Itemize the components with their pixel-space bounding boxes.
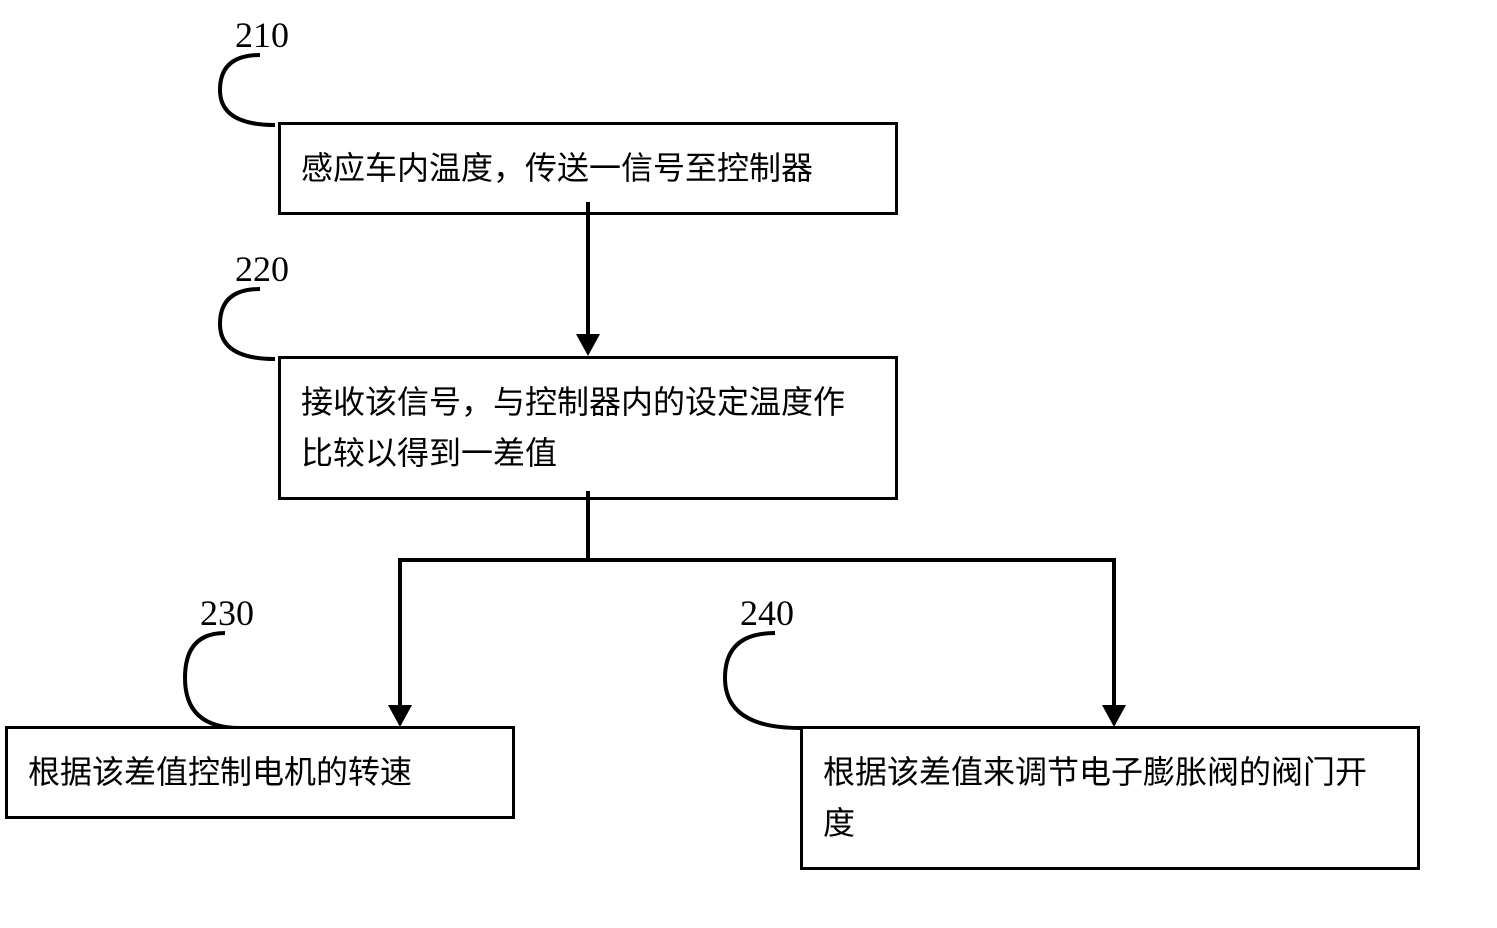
curve-240 [720, 628, 840, 733]
label-210: 210 [235, 14, 289, 56]
node-220-text: 接收该信号，与控制器内的设定温度作比较以得到一差值 [301, 384, 845, 471]
flowchart-container: 210 220 230 240 感应车内温度，传送一信号至控制器 接收该信号，与… [0, 0, 1497, 928]
arrow-2-head [388, 705, 412, 727]
curve-230 [180, 628, 270, 733]
arrow-2-seg2 [398, 558, 590, 562]
curve-210 [215, 50, 305, 130]
node-240: 根据该差值来调节电子膨胀阀的阀门开度 [800, 726, 1420, 870]
label-240: 240 [740, 592, 794, 634]
arrow-3-head [1102, 705, 1126, 727]
label-230: 230 [200, 592, 254, 634]
arrow-1-head [576, 334, 600, 356]
curve-220 [215, 284, 305, 364]
arrow-3-seg2 [1112, 558, 1116, 708]
arrow-1-seg [586, 202, 590, 337]
node-240-text: 根据该差值来调节电子膨胀阀的阀门开度 [823, 754, 1367, 841]
node-230-text: 根据该差值控制电机的转速 [28, 754, 412, 790]
node-230: 根据该差值控制电机的转速 [5, 726, 515, 819]
arrow-2-seg1 [586, 491, 590, 561]
label-220: 220 [235, 248, 289, 290]
node-220: 接收该信号，与控制器内的设定温度作比较以得到一差值 [278, 356, 898, 500]
arrow-3-seg1 [586, 558, 1116, 562]
node-210-text: 感应车内温度，传送一信号至控制器 [301, 150, 813, 186]
arrow-2-seg3 [398, 558, 402, 708]
